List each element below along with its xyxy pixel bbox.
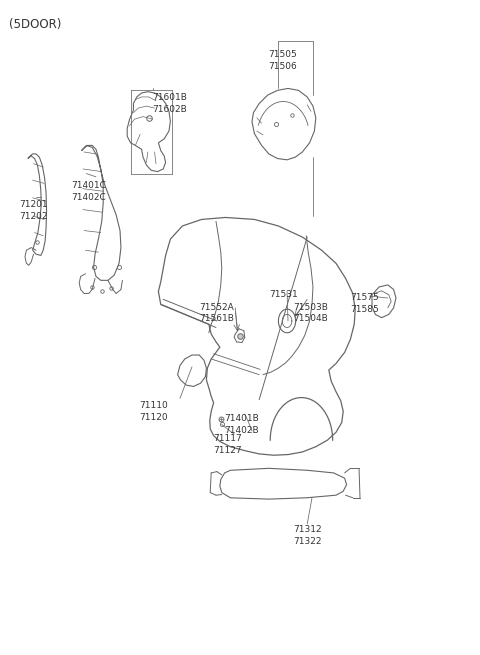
Text: 71503B
71504B: 71503B 71504B [293, 303, 328, 324]
Text: 71575
71585: 71575 71585 [350, 293, 379, 314]
Text: 71117
71127: 71117 71127 [214, 434, 242, 455]
Text: 71401C
71402C: 71401C 71402C [71, 181, 106, 202]
Text: 71601B
71602B: 71601B 71602B [153, 93, 188, 114]
Text: 71201
71202: 71201 71202 [19, 200, 48, 221]
Text: 71110
71120: 71110 71120 [139, 401, 168, 422]
Text: 71401B
71402B: 71401B 71402B [225, 414, 259, 435]
Text: (5DOOR): (5DOOR) [9, 18, 61, 31]
Text: 71505
71506: 71505 71506 [268, 50, 297, 71]
Text: 71531: 71531 [269, 290, 298, 299]
Text: 71312
71322: 71312 71322 [293, 525, 322, 546]
Text: 71552A
71561B: 71552A 71561B [199, 303, 234, 324]
